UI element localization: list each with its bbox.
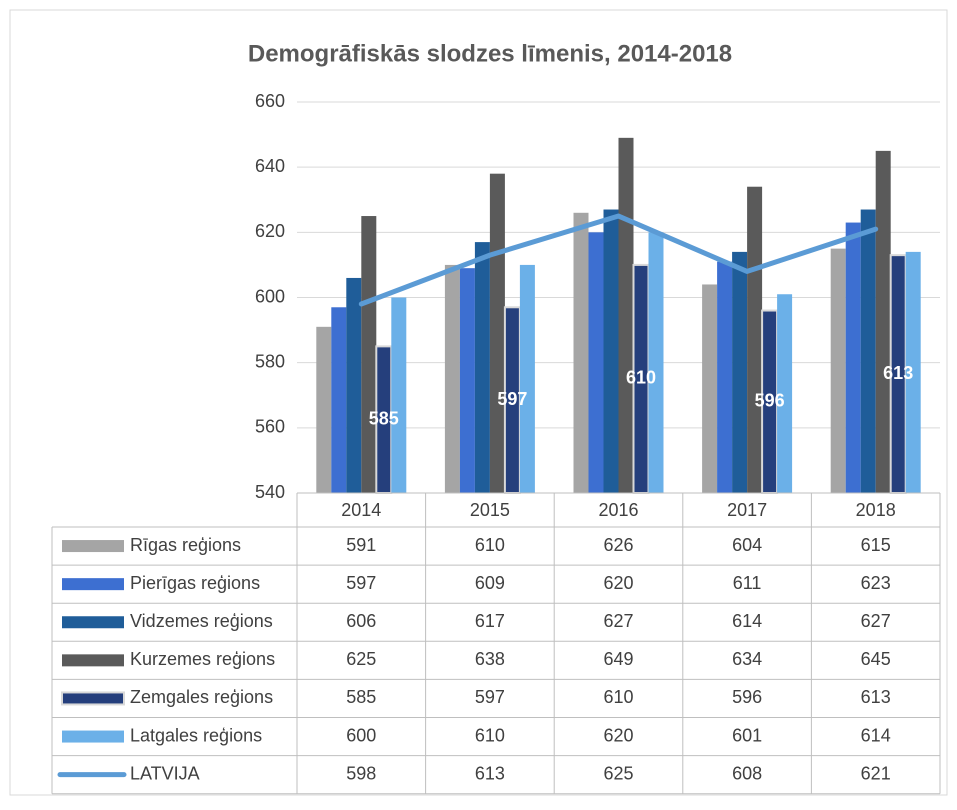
- bar: [732, 251, 748, 493]
- bar: [777, 294, 793, 493]
- data-label: 610: [626, 368, 656, 388]
- table-value: 625: [346, 649, 376, 669]
- bar: [717, 261, 733, 493]
- table-value: 597: [475, 687, 505, 707]
- table-value: 608: [732, 763, 762, 783]
- bar: [444, 264, 460, 493]
- data-label: 585: [369, 408, 399, 428]
- bar: [316, 326, 332, 493]
- line-series: [358, 213, 879, 307]
- table-value: 621: [861, 763, 891, 783]
- bar: [905, 251, 921, 493]
- y-tick-label: 560: [255, 417, 285, 437]
- table-value: 617: [475, 611, 505, 631]
- y-tick-label: 580: [255, 351, 285, 371]
- x-tick-label: 2014: [341, 500, 381, 520]
- legend-label: Pierīgas reģions: [130, 573, 260, 593]
- legend-key: [61, 691, 125, 706]
- legend-key: [62, 654, 124, 667]
- table-value: 606: [346, 611, 376, 631]
- bar: [845, 222, 861, 493]
- legend-key: [62, 578, 124, 591]
- x-tick-label: 2016: [598, 500, 638, 520]
- legend-label: LATVIJA: [130, 763, 200, 783]
- bar: [618, 137, 634, 493]
- y-tick-label: 620: [255, 221, 285, 241]
- table-value: 625: [603, 763, 633, 783]
- table-value: 611: [733, 573, 762, 593]
- table-value: 634: [732, 649, 762, 669]
- table-value: 645: [861, 649, 891, 669]
- x-tick-label: 2017: [727, 500, 767, 520]
- chart-title: Demogrāfiskās slodzes līmenis, 2014-2018: [248, 40, 732, 67]
- bar: [489, 173, 505, 493]
- bar: [860, 209, 876, 493]
- table-value: 600: [346, 725, 376, 745]
- x-tick-label: 2015: [470, 500, 510, 520]
- bar: [875, 150, 891, 493]
- table-value: 613: [861, 687, 891, 707]
- bar: [391, 297, 407, 493]
- y-tick-label: 640: [255, 156, 285, 176]
- bar: [648, 232, 664, 494]
- legend-key: [62, 540, 124, 553]
- table-value: 627: [861, 611, 891, 631]
- table-value: 623: [861, 573, 891, 593]
- bar: [474, 242, 490, 493]
- bar: [331, 307, 347, 493]
- bar: [603, 209, 619, 493]
- legend-label: Vidzemes reģions: [130, 611, 273, 631]
- y-tick-label: 540: [255, 482, 285, 502]
- legend-key: [62, 730, 124, 743]
- table-value: 614: [732, 611, 762, 631]
- bar: [346, 277, 362, 493]
- table-value: 610: [475, 535, 505, 555]
- bar: [588, 232, 604, 494]
- bar: [573, 212, 589, 494]
- y-tick-label: 660: [255, 91, 285, 111]
- bar: [747, 186, 763, 493]
- table-value: 627: [603, 611, 633, 631]
- data-label: 596: [755, 391, 785, 411]
- table-value: 638: [475, 649, 505, 669]
- table-value: 613: [475, 763, 505, 783]
- data-label: 613: [883, 363, 913, 383]
- table-value: 601: [732, 725, 762, 745]
- bar: [361, 216, 377, 493]
- table-value: 597: [346, 573, 376, 593]
- legend-label: Latgales reģions: [130, 725, 262, 745]
- table-value: 591: [346, 535, 376, 555]
- table-value: 610: [475, 725, 505, 745]
- legend-label: Zemgales reģions: [130, 687, 273, 707]
- legend-label: Kurzemes reģions: [130, 649, 275, 669]
- data-label: 597: [497, 389, 527, 409]
- table-value: 596: [732, 687, 762, 707]
- table-value: 626: [603, 535, 633, 555]
- y-tick-label: 600: [255, 286, 285, 306]
- table-value: 620: [603, 725, 633, 745]
- x-tick-label: 2018: [856, 500, 896, 520]
- bar: [519, 264, 535, 493]
- table-value: 585: [346, 687, 376, 707]
- table-value: 649: [603, 649, 633, 669]
- bar: [702, 284, 718, 493]
- legend-label: Rīgas reģions: [130, 535, 241, 555]
- bar: [830, 248, 846, 493]
- table-value: 615: [861, 535, 891, 555]
- table-value: 604: [732, 535, 762, 555]
- table-value: 620: [603, 573, 633, 593]
- legend-key: [62, 616, 124, 629]
- table-value: 598: [346, 763, 376, 783]
- bar: [459, 268, 475, 493]
- table-value: 614: [861, 725, 891, 745]
- table-value: 610: [603, 687, 633, 707]
- table-value: 609: [475, 573, 505, 593]
